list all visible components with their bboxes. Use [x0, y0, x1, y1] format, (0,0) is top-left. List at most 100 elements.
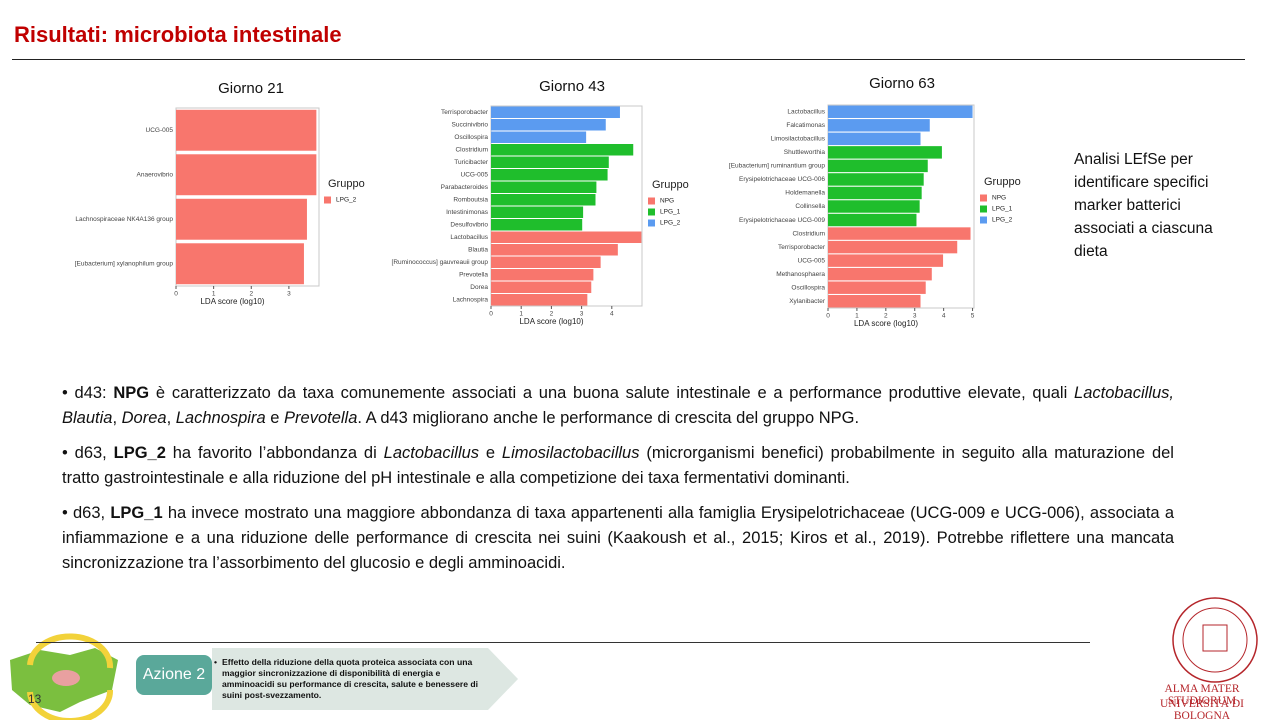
category-label: Desulfovibrio	[450, 221, 488, 228]
bar	[491, 256, 601, 268]
bar	[491, 194, 596, 206]
bullet-text: d63,	[73, 504, 111, 522]
bullet: • d43: NPG è caratterizzato da taxa comu…	[62, 384, 1174, 427]
bar	[828, 240, 958, 254]
legend-label: LPG_2	[992, 217, 1013, 224]
category-label: Anaerovibrio	[137, 171, 174, 178]
action-label: Azione 2	[136, 655, 212, 695]
pig-icon	[52, 670, 80, 686]
bullet-text: ha favorito l’abbondanza di	[165, 444, 384, 462]
x-tick-label: 5	[971, 313, 975, 320]
legend-title: Gruppo	[652, 179, 689, 191]
chart-title: Giorno 21	[218, 80, 284, 97]
bar	[828, 254, 944, 267]
bar	[828, 186, 922, 200]
legend-swatch	[980, 216, 987, 224]
category-label: Shuttleworthia	[784, 149, 826, 156]
x-tick-label: 4	[942, 313, 946, 320]
legend-label: LPG_1	[992, 206, 1013, 213]
legend-title: Gruppo	[328, 178, 365, 190]
logo-text: ALMA MATER STUDIORUM	[1164, 683, 1240, 707]
bullet-text: Lactobacillus	[383, 444, 480, 462]
legend-swatch	[980, 205, 987, 213]
category-label: Intestinimonas	[446, 209, 489, 216]
legend-label: LPG_2	[336, 197, 357, 204]
x-axis-label: LDA score (log10)	[200, 297, 264, 306]
page-number: 13	[28, 692, 42, 706]
bullet-text: d63,	[74, 444, 114, 462]
x-tick-label: 2	[249, 291, 253, 298]
x-axis-label: LDA score (log10)	[854, 319, 918, 328]
bullets: • d43: NPG è caratterizzato da taxa comu…	[62, 381, 1174, 586]
bullet-text: Prevotella	[284, 409, 358, 427]
bullet-text: NPG	[113, 384, 150, 402]
cycle-arrow	[27, 689, 114, 720]
x-tick-label: 3	[913, 313, 917, 320]
legend-title: Gruppo	[984, 176, 1021, 188]
category-label: Prevotella	[459, 271, 488, 278]
bullet-text: (microrganismi benefici) probabilmente i…	[62, 444, 1174, 487]
x-tick-label: 1	[212, 291, 216, 298]
cycle-arrow	[27, 633, 114, 669]
category-label: [Eubacterium] xylanophilum group	[75, 260, 174, 267]
category-label: UCG-005	[461, 171, 489, 178]
bar	[491, 131, 587, 143]
bar	[176, 109, 317, 151]
bar	[491, 281, 592, 293]
bar	[828, 227, 971, 240]
bar	[491, 269, 594, 281]
bullet-text: Limosilactobacillus	[501, 444, 640, 462]
bar	[491, 206, 584, 218]
logo-seal	[1172, 597, 1258, 683]
bar	[828, 132, 921, 146]
bar	[828, 213, 917, 227]
x-tick-label: 3	[580, 311, 584, 318]
chart-title: Giorno 43	[539, 78, 605, 95]
bar	[828, 119, 930, 132]
bar	[491, 119, 606, 131]
bar	[828, 200, 920, 213]
bar	[828, 281, 926, 294]
category-label: Terrisporobacter	[778, 244, 826, 251]
legend-swatch	[648, 219, 655, 227]
bullet-text: e	[479, 444, 502, 462]
bar	[828, 159, 928, 173]
bar	[176, 154, 317, 196]
category-label: Dorea	[470, 284, 488, 291]
bar	[176, 198, 307, 240]
bar	[828, 105, 973, 118]
category-label: Collinsella	[795, 203, 825, 210]
category-label: Succinivibrio	[452, 121, 489, 128]
category-label: [Ruminococcus] gauvreauii group	[392, 259, 489, 266]
legend-swatch	[980, 194, 987, 202]
category-label: Lactobacillus	[450, 234, 488, 241]
x-tick-label: 0	[174, 291, 178, 298]
x-axis-label: LDA score (log10)	[519, 317, 583, 326]
category-label: Lachnospiraceae NK4A136 group	[75, 216, 173, 223]
slide-title: Risultati: microbiota intestinale	[14, 22, 342, 47]
logo-seal-inner	[1182, 607, 1248, 673]
legend-label: LPG_2	[660, 220, 681, 227]
bullet-text: Lactobacillus, Blautia	[62, 384, 1174, 427]
bullet-text: è caratterizzato da taxa comunemente ass…	[149, 384, 1075, 402]
legend-label: NPG	[660, 198, 674, 205]
category-label: Turicibacter	[454, 159, 489, 166]
legend-swatch	[324, 196, 331, 204]
bullet-text: Lachnospira	[175, 409, 266, 427]
category-label: [Eubacterium] ruminantium group	[729, 163, 825, 170]
category-label: Methanosphaera	[776, 271, 825, 278]
bar	[828, 146, 942, 159]
logo-text: UNIVERSITÀ DI BOLOGNA	[1159, 698, 1244, 720]
legend-swatch	[648, 197, 655, 205]
bar	[491, 106, 620, 118]
category-label: Oscillospira	[791, 284, 825, 291]
action-text: Effetto della riduzione della quota prot…	[214, 657, 490, 701]
x-tick-label: 1	[519, 311, 523, 318]
bar	[491, 244, 618, 256]
category-label: UCG-005	[146, 127, 174, 134]
bar	[491, 181, 597, 193]
category-label: UCG-005	[798, 257, 826, 264]
